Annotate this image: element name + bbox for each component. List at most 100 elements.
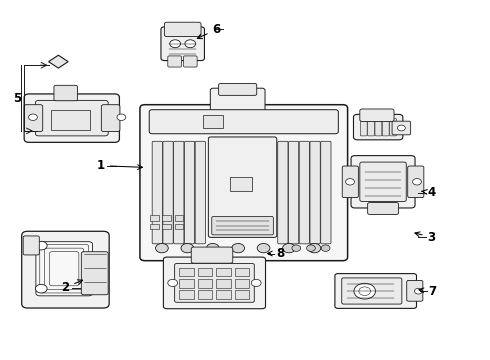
FancyBboxPatch shape bbox=[321, 141, 331, 244]
Circle shape bbox=[359, 287, 370, 296]
Circle shape bbox=[283, 243, 295, 253]
FancyBboxPatch shape bbox=[54, 85, 77, 101]
FancyBboxPatch shape bbox=[140, 105, 347, 261]
FancyBboxPatch shape bbox=[81, 252, 108, 295]
Polygon shape bbox=[49, 55, 68, 68]
Bar bbox=[179, 291, 194, 299]
FancyBboxPatch shape bbox=[191, 247, 233, 263]
FancyBboxPatch shape bbox=[278, 141, 288, 244]
FancyBboxPatch shape bbox=[22, 231, 109, 308]
FancyBboxPatch shape bbox=[360, 162, 406, 202]
Bar bbox=[216, 279, 231, 288]
Bar bbox=[150, 215, 159, 221]
FancyBboxPatch shape bbox=[375, 119, 382, 136]
FancyBboxPatch shape bbox=[149, 110, 338, 134]
Text: 5: 5 bbox=[13, 92, 21, 105]
FancyBboxPatch shape bbox=[342, 166, 358, 198]
FancyBboxPatch shape bbox=[174, 264, 254, 302]
Circle shape bbox=[345, 179, 354, 185]
Circle shape bbox=[35, 284, 47, 293]
FancyBboxPatch shape bbox=[168, 56, 181, 67]
Circle shape bbox=[28, 114, 37, 121]
Bar bbox=[162, 215, 171, 221]
Text: 1: 1 bbox=[97, 159, 143, 172]
Circle shape bbox=[354, 283, 375, 299]
Circle shape bbox=[117, 114, 126, 121]
FancyBboxPatch shape bbox=[353, 114, 403, 140]
Circle shape bbox=[251, 279, 261, 287]
FancyBboxPatch shape bbox=[219, 84, 257, 95]
Circle shape bbox=[413, 179, 421, 185]
FancyBboxPatch shape bbox=[24, 94, 120, 142]
Circle shape bbox=[185, 40, 196, 48]
FancyBboxPatch shape bbox=[173, 141, 184, 244]
FancyBboxPatch shape bbox=[35, 100, 108, 136]
Bar bbox=[174, 224, 183, 229]
FancyBboxPatch shape bbox=[351, 156, 415, 208]
FancyBboxPatch shape bbox=[101, 105, 120, 132]
FancyBboxPatch shape bbox=[163, 257, 266, 309]
Circle shape bbox=[156, 243, 168, 253]
FancyBboxPatch shape bbox=[299, 141, 310, 244]
FancyBboxPatch shape bbox=[152, 141, 162, 244]
FancyBboxPatch shape bbox=[360, 109, 394, 122]
Text: 7: 7 bbox=[419, 285, 436, 298]
FancyBboxPatch shape bbox=[390, 119, 396, 136]
Circle shape bbox=[397, 125, 405, 131]
FancyBboxPatch shape bbox=[161, 27, 204, 60]
Text: 2: 2 bbox=[61, 280, 83, 294]
FancyBboxPatch shape bbox=[335, 274, 416, 309]
Circle shape bbox=[170, 40, 180, 48]
Bar bbox=[235, 267, 249, 276]
Bar bbox=[197, 291, 212, 299]
Text: 8: 8 bbox=[268, 247, 284, 260]
FancyBboxPatch shape bbox=[24, 105, 43, 132]
Bar bbox=[203, 116, 223, 128]
FancyBboxPatch shape bbox=[195, 141, 205, 244]
Circle shape bbox=[168, 279, 177, 287]
FancyBboxPatch shape bbox=[212, 217, 273, 235]
FancyBboxPatch shape bbox=[183, 56, 197, 67]
Circle shape bbox=[181, 243, 194, 253]
FancyBboxPatch shape bbox=[408, 166, 424, 198]
Bar bbox=[179, 267, 194, 276]
Bar bbox=[162, 224, 171, 229]
Bar bbox=[179, 279, 194, 288]
Text: 6: 6 bbox=[197, 23, 221, 39]
FancyBboxPatch shape bbox=[184, 141, 195, 244]
Bar bbox=[230, 177, 252, 191]
Bar bbox=[51, 110, 90, 130]
Circle shape bbox=[415, 288, 422, 294]
Circle shape bbox=[232, 243, 245, 253]
Bar bbox=[216, 267, 231, 276]
FancyBboxPatch shape bbox=[210, 88, 265, 112]
Bar bbox=[197, 279, 212, 288]
FancyBboxPatch shape bbox=[289, 141, 299, 244]
Circle shape bbox=[307, 245, 316, 251]
Bar bbox=[197, 267, 212, 276]
FancyBboxPatch shape bbox=[23, 236, 39, 255]
FancyBboxPatch shape bbox=[368, 203, 398, 215]
FancyBboxPatch shape bbox=[382, 119, 389, 136]
Text: 4: 4 bbox=[422, 186, 436, 199]
Bar bbox=[150, 224, 159, 229]
Circle shape bbox=[308, 243, 321, 253]
FancyBboxPatch shape bbox=[310, 141, 320, 244]
FancyBboxPatch shape bbox=[407, 280, 423, 301]
Circle shape bbox=[292, 245, 301, 251]
FancyBboxPatch shape bbox=[392, 121, 411, 135]
Circle shape bbox=[257, 243, 270, 253]
Bar bbox=[216, 291, 231, 299]
Bar bbox=[235, 279, 249, 288]
FancyBboxPatch shape bbox=[208, 137, 277, 237]
Circle shape bbox=[35, 241, 47, 250]
FancyBboxPatch shape bbox=[164, 22, 201, 37]
FancyBboxPatch shape bbox=[360, 119, 367, 136]
Text: 3: 3 bbox=[415, 231, 436, 244]
Circle shape bbox=[321, 245, 330, 251]
FancyBboxPatch shape bbox=[163, 141, 173, 244]
Bar bbox=[174, 215, 183, 221]
FancyBboxPatch shape bbox=[342, 278, 402, 304]
Circle shape bbox=[206, 243, 219, 253]
FancyBboxPatch shape bbox=[368, 119, 374, 136]
